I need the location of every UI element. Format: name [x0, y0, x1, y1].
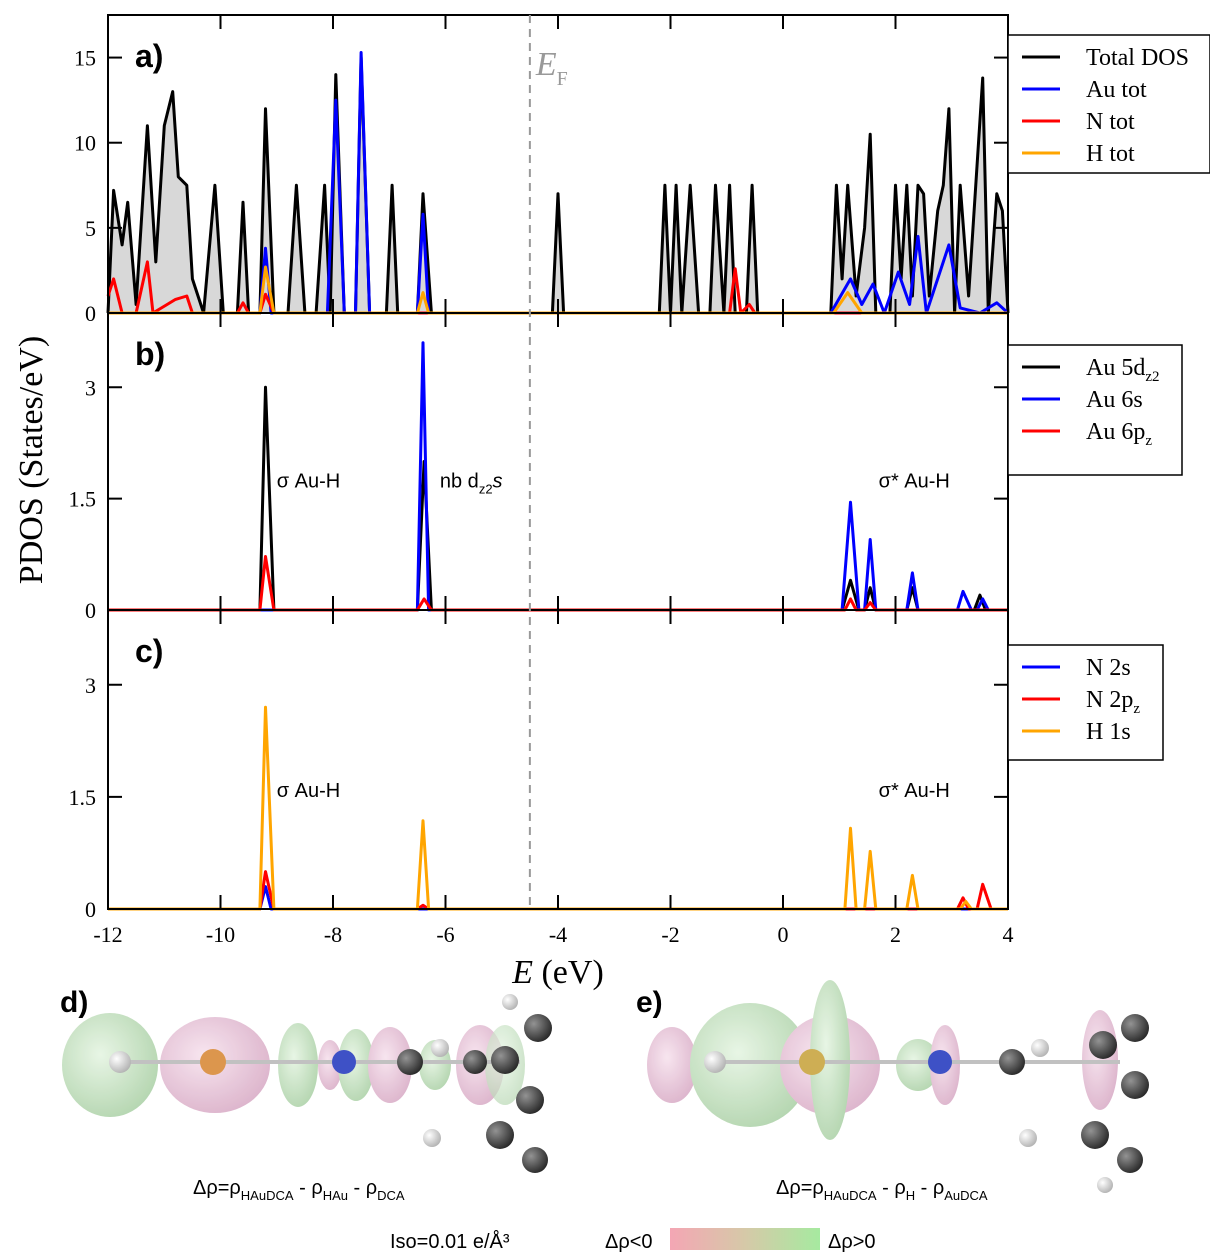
text-part: F [557, 68, 568, 90]
isosurface-d [62, 994, 552, 1173]
legend-label: H tot [1086, 141, 1135, 167]
text-part: Δρ=ρ [193, 1177, 241, 1199]
text-part: Total DOS [1086, 45, 1189, 71]
legend-label: N 2pz [1086, 687, 1140, 717]
panel-label: d) [60, 986, 88, 1019]
text-part: σ Au-H [277, 780, 340, 802]
y-axis-label: PDOS (States/eV) [13, 336, 50, 584]
y-tick-label: 3 [85, 375, 96, 400]
text-part: N 2s [1086, 655, 1131, 681]
text-part: Δρ=ρ [776, 1177, 824, 1199]
formula: Δρ=ρHAuDCA - ρHAu - ρDCA [193, 1177, 405, 1203]
panel-label: b) [135, 336, 165, 372]
y-tick-label: 10 [74, 131, 96, 156]
y-tick-label: 0 [85, 301, 96, 326]
text-part: H tot [1086, 141, 1135, 167]
series-line [108, 341, 1008, 612]
annotation: σ* Au-H [879, 470, 950, 492]
text-part: - ρ [915, 1177, 944, 1199]
legend-label: Au 6pz [1086, 419, 1152, 449]
x-tick-label: 0 [778, 922, 789, 947]
y-tick-label: 5 [85, 216, 96, 241]
iso-label: Iso=0.01 e/Å³ [390, 1230, 510, 1253]
x-tick-label: -6 [436, 922, 454, 947]
annotation: σ Au-H [277, 780, 340, 802]
y-tick-label: 1.5 [69, 785, 97, 810]
y-tick-label: 0 [85, 598, 96, 623]
annotation: σ* Au-H [879, 780, 950, 802]
text-part: Au 5d [1086, 355, 1145, 381]
text-part: N tot [1086, 109, 1135, 135]
text-part: - ρ [348, 1177, 377, 1199]
panel-label: e) [636, 986, 663, 1019]
x-tick-label: -2 [661, 922, 679, 947]
series-line [106, 260, 1008, 315]
colorbar-high: Δρ>0 [828, 1231, 876, 1253]
series-line [108, 265, 1008, 315]
legend-label: Total DOS [1086, 45, 1189, 71]
y-tick-label: 1.5 [69, 487, 97, 512]
legend-label: N tot [1086, 109, 1135, 135]
formula: Δρ=ρHAuDCA - ρH - ρAuDCA [776, 1177, 988, 1203]
x-tick-label: -12 [93, 922, 122, 947]
text-part: - ρ [877, 1177, 906, 1199]
legend-label: H 1s [1086, 719, 1131, 745]
plot-frame [107, 609, 1009, 910]
text-part: nb d [440, 470, 479, 492]
text-part: E [511, 954, 533, 991]
text-part: (eV) [541, 954, 603, 991]
text-part: H [906, 1188, 915, 1203]
text-part: HAuDCA [241, 1188, 294, 1203]
text-part: Au tot [1086, 77, 1147, 103]
text-part: E [535, 46, 557, 83]
text-part: Au 6p [1086, 419, 1145, 445]
legend-box [1007, 644, 1164, 761]
text-part: N 2p [1086, 687, 1133, 713]
series-line [108, 705, 1008, 911]
x-tick-label: 4 [1003, 922, 1014, 947]
legend-label: N 2s [1086, 655, 1131, 681]
text-part: Au 6s [1086, 387, 1143, 413]
text-part: DCA [377, 1188, 405, 1203]
text-part: - ρ [294, 1177, 323, 1199]
x-tick-label: -10 [206, 922, 235, 947]
fermi-label: EF [535, 46, 568, 90]
x-tick-label: -4 [549, 922, 567, 947]
legend-label: Au 5dz2 [1086, 355, 1160, 385]
y-tick-label: 15 [74, 46, 96, 71]
y-tick-label: 0 [85, 897, 96, 922]
text-part: s [493, 470, 503, 492]
text-part: z [1145, 433, 1152, 449]
text-part: z2 [479, 481, 493, 496]
x-axis-label: E (eV) [511, 954, 604, 991]
text-part: z2 [1145, 369, 1159, 385]
y-tick-label: 3 [85, 673, 96, 698]
isosurface-e [647, 980, 1149, 1193]
annotation: nb dz2s [440, 470, 503, 496]
legend-label: Au 6s [1086, 387, 1143, 413]
colorbar-low: Δρ<0 [605, 1231, 653, 1253]
text-part: σ* Au-H [879, 780, 950, 802]
text-part: AuDCA [944, 1188, 988, 1203]
text-part: z [1133, 701, 1140, 717]
text-part: HAuDCA [824, 1188, 877, 1203]
x-tick-label: -8 [324, 922, 342, 947]
text-part: HAu [323, 1188, 348, 1203]
x-tick-label: 2 [890, 922, 901, 947]
panel-label: c) [135, 633, 163, 669]
annotation: σ Au-H [277, 470, 340, 492]
legend-label: Au tot [1086, 77, 1147, 103]
colorbar [670, 1228, 820, 1250]
text-part: σ* Au-H [879, 470, 950, 492]
panel-label: a) [135, 38, 163, 74]
text-part: σ Au-H [277, 470, 340, 492]
text-part: H 1s [1086, 719, 1131, 745]
